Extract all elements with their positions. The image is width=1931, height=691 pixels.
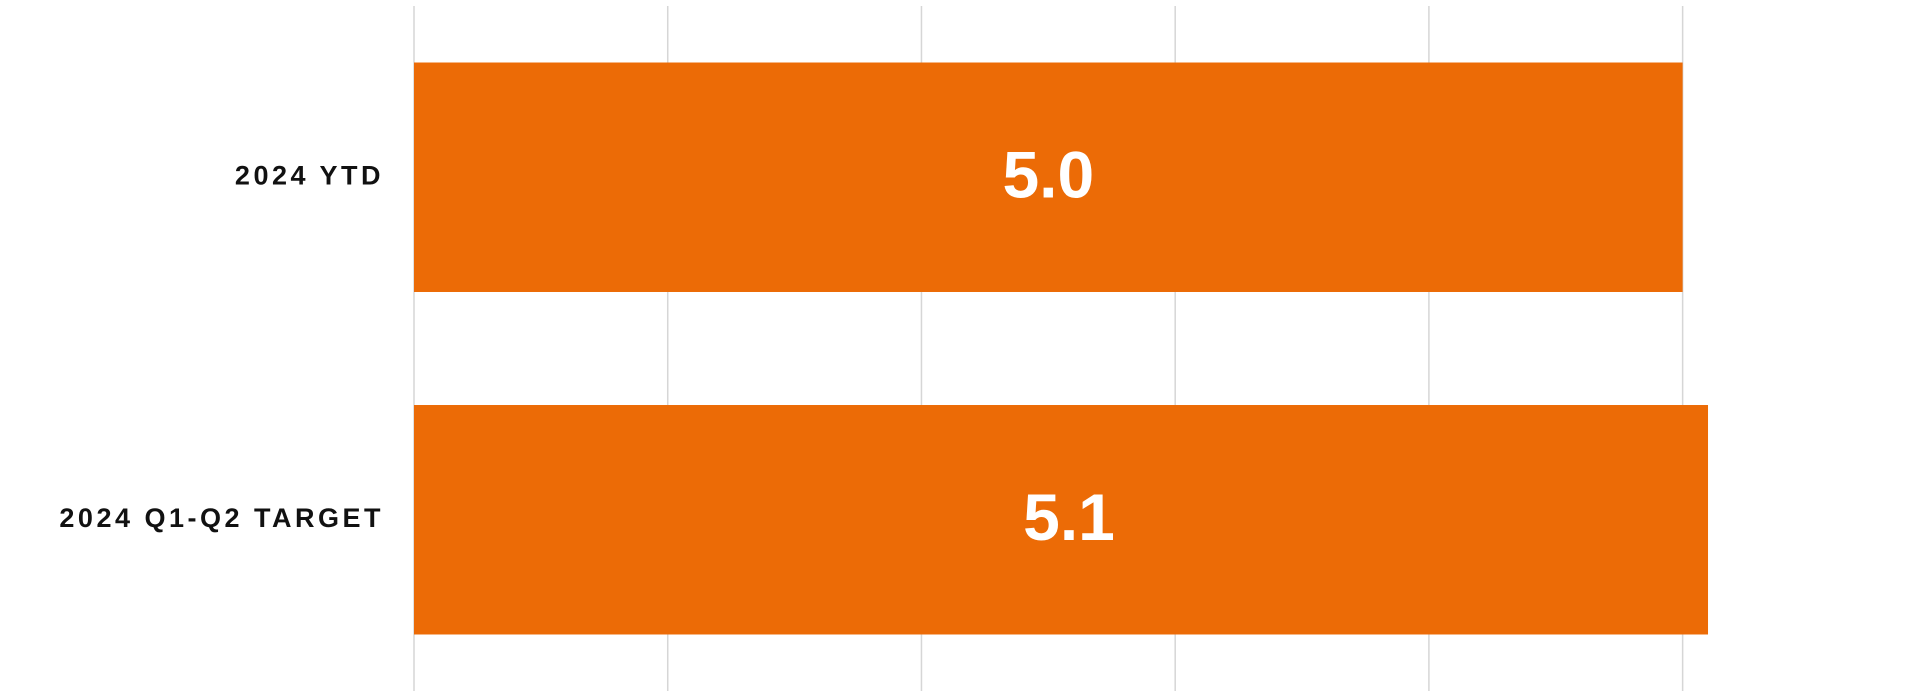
y-tick-label: 2024 YTD [235, 160, 384, 190]
bar [414, 62, 1683, 292]
data-label: 5.0 [1002, 138, 1094, 212]
y-tick-label: 2024 Q1-Q2 TARGET [59, 503, 384, 533]
data-label: 5.1 [1023, 480, 1115, 554]
bar [414, 405, 1709, 635]
